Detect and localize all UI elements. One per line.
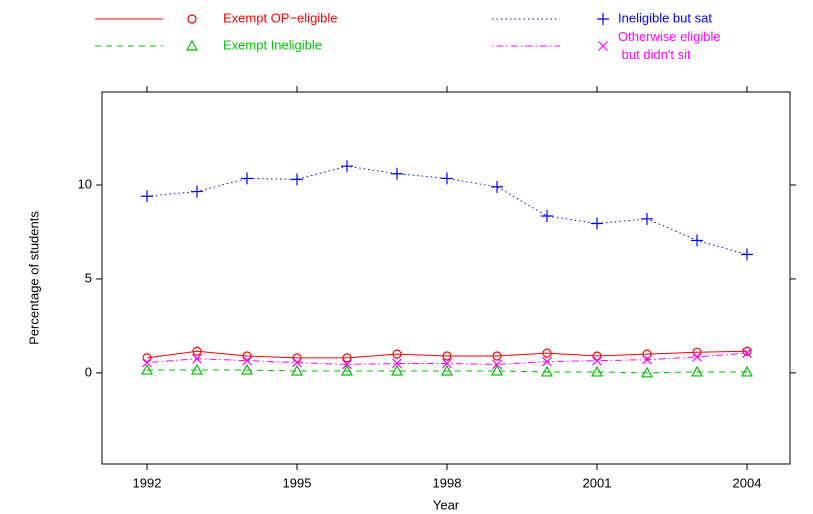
point [440, 364, 454, 376]
point [391, 167, 403, 180]
point [192, 346, 202, 356]
point [392, 349, 402, 359]
point [690, 365, 704, 377]
point [492, 351, 502, 361]
legend-label: Otherwise eligible but didn't sit [618, 29, 721, 62]
x-tick-label: 1992 [133, 475, 162, 490]
point [741, 248, 753, 261]
point [141, 190, 153, 203]
y-axis-label: Percentage of students [26, 211, 41, 345]
point [390, 364, 404, 376]
point [191, 185, 203, 198]
legend-label-line: Otherwise eligible [618, 29, 721, 44]
point [740, 365, 754, 377]
point [491, 180, 503, 193]
point [742, 348, 752, 359]
point [142, 357, 152, 368]
point [642, 354, 652, 365]
point [292, 357, 302, 368]
point [742, 346, 752, 356]
point [342, 359, 352, 370]
point [642, 349, 652, 359]
point [441, 172, 453, 185]
legend-marker [597, 13, 609, 25]
legend-marker [185, 39, 199, 51]
point [242, 355, 252, 366]
point [140, 363, 154, 375]
point [342, 353, 352, 363]
legend-marker [187, 14, 197, 24]
point [692, 351, 702, 362]
point [640, 366, 654, 378]
point [490, 364, 504, 376]
point [192, 353, 202, 364]
plot-frame [101, 91, 791, 465]
legend-label: Ineligible but sat [618, 10, 712, 25]
point [542, 348, 552, 358]
point [542, 356, 552, 367]
legend-label: Exempt OP−eligible [223, 10, 338, 25]
x-tick-label: 2004 [733, 475, 762, 490]
point [290, 364, 304, 376]
point [392, 358, 402, 369]
point [641, 212, 653, 225]
point [240, 363, 254, 375]
point [492, 359, 502, 370]
point [541, 210, 553, 222]
point [591, 217, 603, 230]
point [291, 173, 303, 186]
y-tick-label: 5 [85, 270, 92, 285]
point [340, 364, 354, 376]
x-tick-label: 2001 [583, 475, 612, 490]
point [442, 351, 452, 361]
series-line [146, 350, 748, 359]
legend-label-line: but didn't sit [618, 47, 691, 62]
y-tick-label: 0 [85, 364, 92, 379]
legend-label: Exempt Ineligible [223, 37, 322, 52]
point [341, 160, 353, 173]
point [592, 355, 602, 366]
point [590, 365, 604, 377]
x-tick-label: 1998 [433, 475, 462, 490]
series-line [147, 369, 747, 374]
point [442, 358, 452, 369]
point [241, 172, 253, 185]
point [190, 363, 204, 375]
x-axis-label: Year [433, 497, 460, 512]
point [691, 234, 703, 247]
legend-marker [598, 41, 608, 51]
x-tick-label: 1995 [283, 475, 312, 490]
y-tick-label: 10 [78, 176, 92, 191]
point [540, 365, 554, 377]
